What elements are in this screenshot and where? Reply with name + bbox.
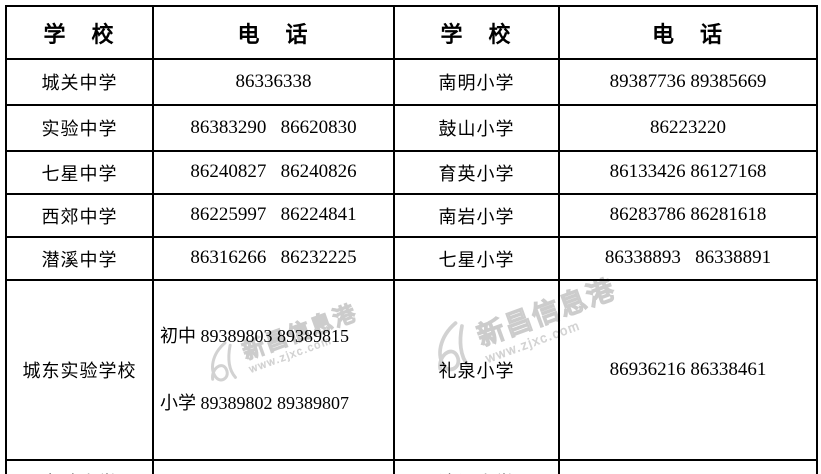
phone-number-cell: 86389956 86049999: [152, 459, 395, 474]
phone-number-cell: 86133426 86127168: [558, 150, 818, 195]
school-phone-table: 学 校 电 话 学 校 电 话 城关中学 86336338 南明小学 89387…: [5, 5, 818, 474]
table-header-row: 学 校 电 话 学 校 电 话: [5, 5, 818, 60]
phone-number-cell: 86597801 86597806: [558, 459, 818, 474]
school-name-cell: 育英小学: [393, 150, 560, 195]
school-name-cell: 七星小学: [393, 236, 560, 281]
phone-number-cell: 86936216 86338461: [558, 278, 818, 462]
table-row: 实验中学 86383290 86620830 鼓山小学 86223220: [5, 104, 818, 152]
school-name-cell: 礼泉小学: [393, 278, 560, 462]
header-school-left: 学 校: [5, 5, 154, 60]
school-name-cell: 城东实验学校: [5, 278, 154, 462]
table-row: 城东实验学校 初中 89389803 89389815 小学 89389802 …: [5, 278, 818, 462]
table-row: 西郊中学 86225997 86224841 南岩小学 86283786 862…: [5, 193, 818, 238]
school-name-cell: 实验小学: [5, 459, 154, 474]
table-row: 潜溪中学 86316266 86232225 七星小学 86338893 863…: [5, 236, 818, 281]
phone-number-cell: 86383290 86620830: [152, 104, 395, 152]
phone-number-cell: 86338893 86338891: [558, 236, 818, 281]
table-row: 实验小学 86389956 86049999 滨江小学 86597801 865…: [5, 459, 818, 474]
school-name-cell: 鼓山小学: [393, 104, 560, 152]
header-phone-right: 电 话: [558, 5, 818, 60]
phone-number-cell: 86283786 86281618: [558, 193, 818, 238]
school-name-cell: 实验中学: [5, 104, 154, 152]
school-name-cell: 南岩小学: [393, 193, 560, 238]
school-name-cell: 南明小学: [393, 58, 560, 106]
header-school-right: 学 校: [393, 5, 560, 60]
school-name-cell: 西郊中学: [5, 193, 154, 238]
phone-number-cell: 86223220: [558, 104, 818, 152]
school-name-cell: 七星中学: [5, 150, 154, 195]
phone-number-cell: 86240827 86240826: [152, 150, 395, 195]
phone-number-cell: 86316266 86232225: [152, 236, 395, 281]
school-name-cell: 城关中学: [5, 58, 154, 106]
phone-number-cell: 86225997 86224841: [152, 193, 395, 238]
school-name-cell: 滨江小学: [393, 459, 560, 474]
phone-number-cell: 初中 89389803 89389815 小学 89389802 8938980…: [152, 278, 395, 462]
table-row: 七星中学 86240827 86240826 育英小学 86133426 861…: [5, 150, 818, 195]
header-phone-left: 电 话: [152, 5, 395, 60]
phone-number-cell: 89387736 89385669: [558, 58, 818, 106]
school-name-cell: 潜溪中学: [5, 236, 154, 281]
table-row: 城关中学 86336338 南明小学 89387736 89385669: [5, 58, 818, 106]
phone-number-cell: 86336338: [152, 58, 395, 106]
